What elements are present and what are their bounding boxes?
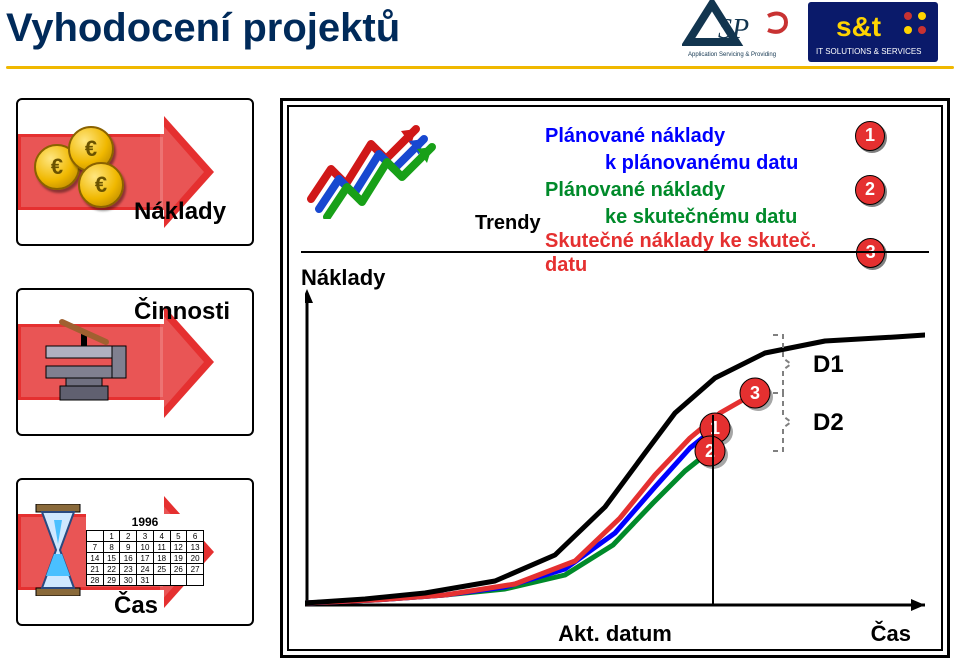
- svg-text:IT SOLUTIONS & SERVICES: IT SOLUTIONS & SERVICES: [816, 47, 922, 56]
- panel-divider: [301, 251, 929, 253]
- vise-icon: [40, 310, 140, 406]
- label-cas: Čas: [114, 592, 158, 620]
- legend-line1b: k plánovanému datu: [545, 151, 885, 175]
- legend-line2: Plánované náklady: [545, 178, 725, 202]
- legend-text: Plánované náklady 1 k plánovanému datu P…: [545, 121, 885, 277]
- cost-chart: D1D2 123: [305, 265, 925, 641]
- svg-text:D2: D2: [813, 409, 844, 436]
- coin-icon: [78, 162, 124, 208]
- left-column: Náklady Činnosti: [16, 98, 250, 652]
- trend-arrows-icon: [301, 119, 461, 219]
- right-panel-inner: Trendy Plánované náklady 1 k plánovanému…: [287, 105, 943, 651]
- hourglass-icon: [32, 504, 84, 596]
- snt-logo: s&t IT SOLUTIONS & SERVICES: [808, 2, 938, 62]
- svg-text:s&t: s&t: [836, 11, 881, 42]
- logos: SP Application Servicing & Providing s&t…: [682, 0, 942, 66]
- svg-text:1: 1: [710, 418, 720, 438]
- legend-bubble-3: 3: [856, 238, 885, 268]
- label-cinnosti: Činnosti: [134, 298, 230, 326]
- svg-text:3: 3: [750, 383, 760, 403]
- chart-x-label-center: Akt. datum: [558, 621, 672, 647]
- trendy-label: Trendy: [475, 212, 541, 235]
- trendy-box: Trendy: [301, 119, 531, 235]
- title-divider: [6, 66, 954, 69]
- svg-text:Application Servicing & Provid: Application Servicing & Providing: [688, 52, 776, 58]
- page-title: Vyhodocení projektů: [6, 6, 400, 51]
- legend-bubble-1: 1: [855, 121, 885, 151]
- legend-line1: Plánované náklady: [545, 124, 725, 148]
- label-naklady: Náklady: [134, 198, 226, 226]
- calendar-icon: 1996 123456 78910111213 14151617181920 2…: [86, 514, 204, 586]
- asp-logo: SP Application Servicing & Providing: [688, 4, 786, 58]
- box-cas: 1996 123456 78910111213 14151617181920 2…: [16, 478, 254, 626]
- legend-line2b: ke skutečnému datu: [545, 205, 885, 229]
- chart-x-label-right: Čas: [871, 621, 911, 647]
- box-naklady: Náklady: [16, 98, 254, 246]
- right-panel: Trendy Plánované náklady 1 k plánovanému…: [280, 98, 950, 658]
- box-cinnosti: Činnosti: [16, 288, 254, 436]
- svg-text:D1: D1: [813, 351, 844, 378]
- legend-bubble-2: 2: [855, 175, 885, 205]
- svg-text:SP: SP: [718, 14, 749, 45]
